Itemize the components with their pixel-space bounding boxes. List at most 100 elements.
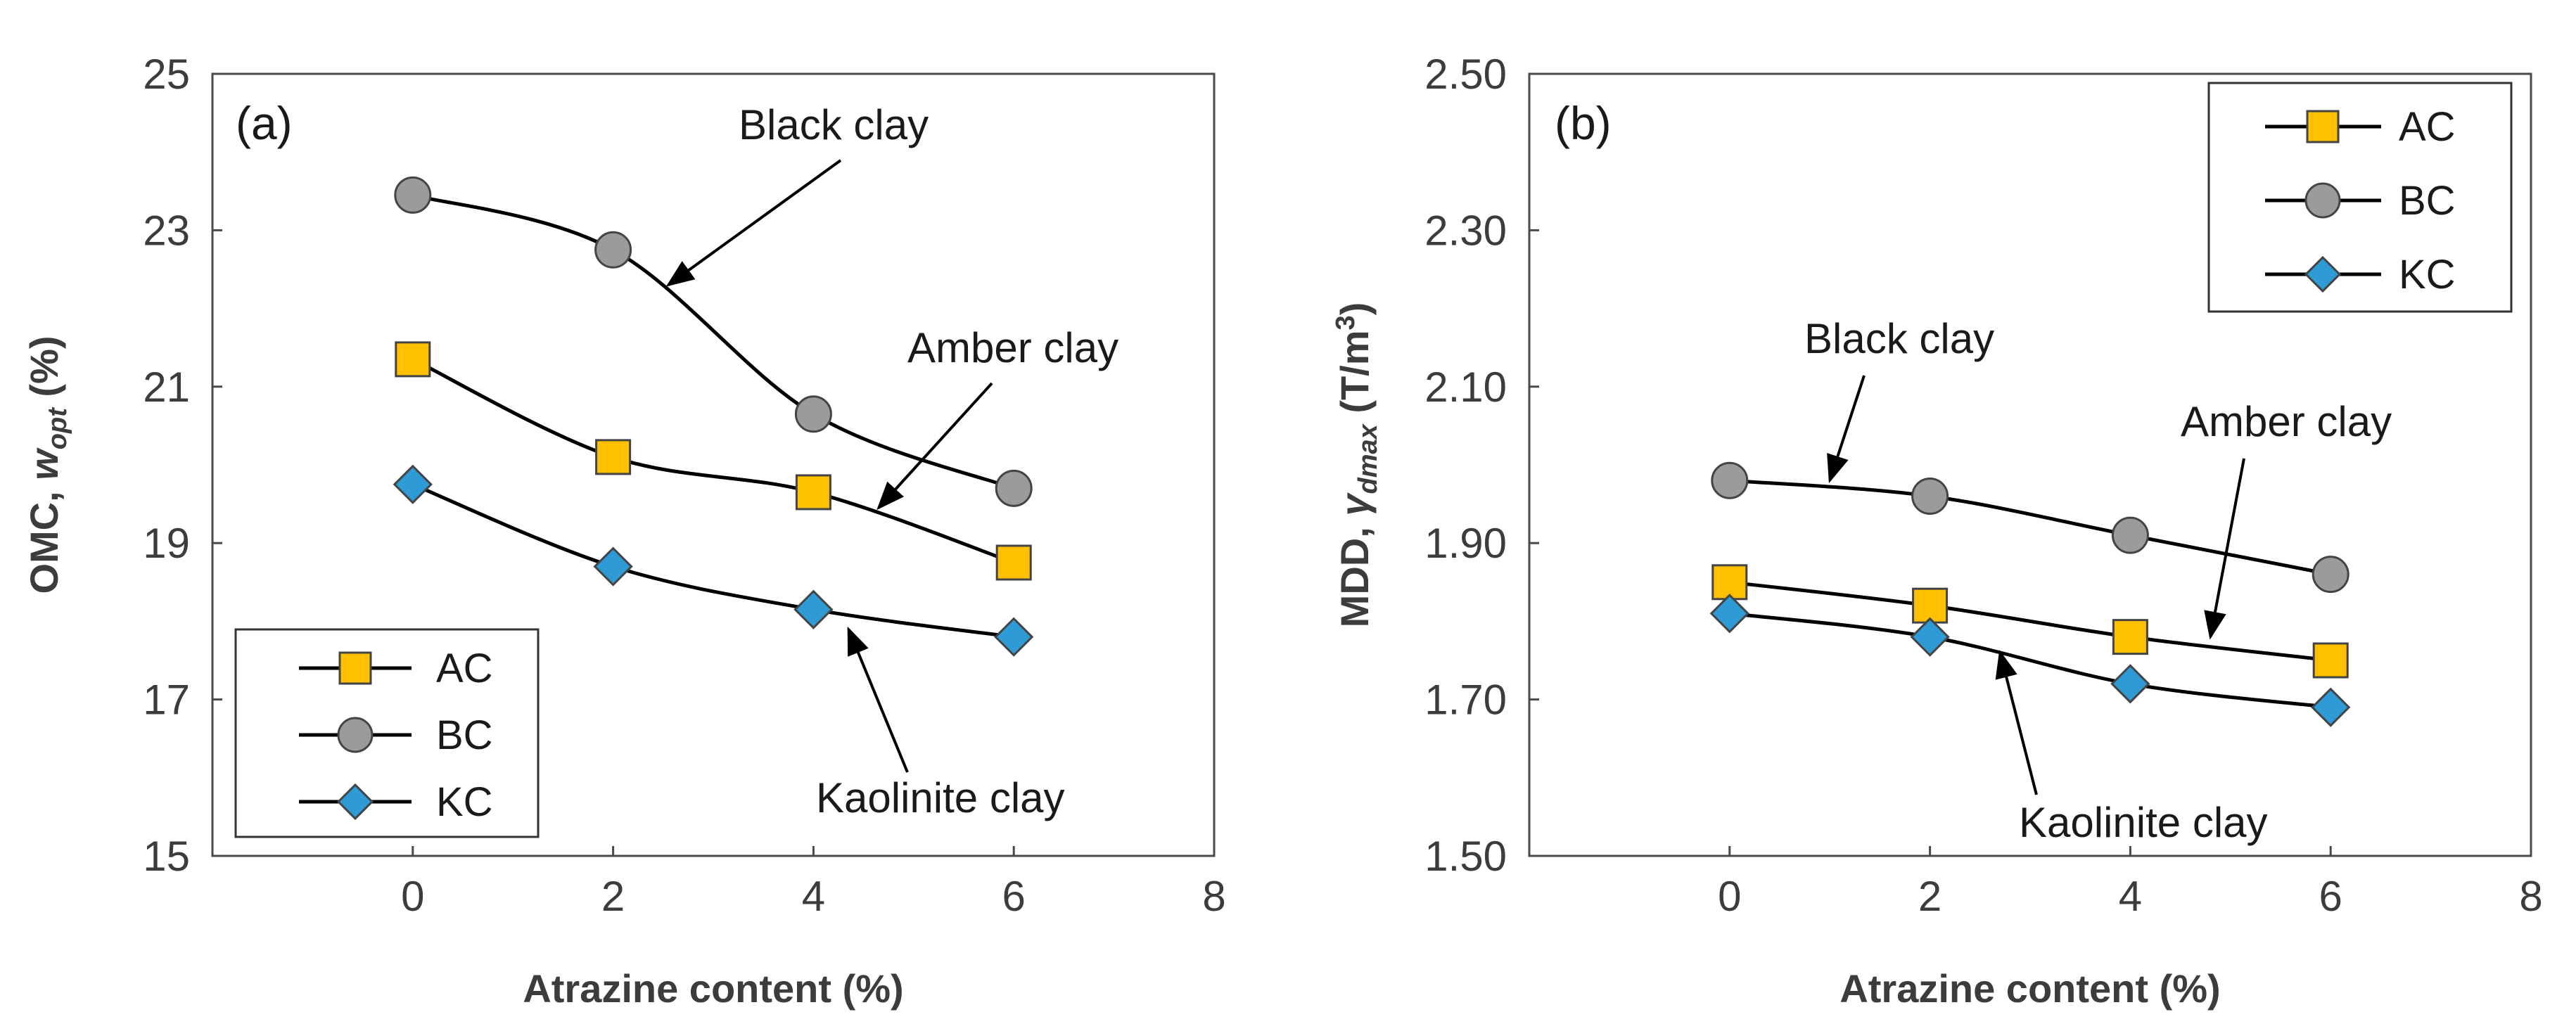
series-line-bc xyxy=(1729,478,2331,577)
x-axis-label-b: Atrazine content (%) xyxy=(1839,966,2220,1011)
y-axis-label-b-suffix: (T/m xyxy=(1332,330,1377,424)
plot-frame-b xyxy=(1528,72,2532,857)
y-tick-label: 1.50 xyxy=(1424,833,1507,880)
x-tick-label: 0 xyxy=(401,873,424,920)
annotation-arrow-kaolinite-clay-a xyxy=(847,626,909,773)
y-axis-label-b: MDD, γdmax (T/m3) xyxy=(1331,302,1383,628)
chart-b: 1.50 1.70 1.90 2.10 2.30 2.50 0 2 4 6 8 (b) Atraz… xyxy=(1331,51,2543,1011)
data-point-kc xyxy=(1709,594,1749,634)
x-tick-label: 2 xyxy=(1918,873,1941,920)
series-line-ac xyxy=(412,357,1015,565)
data-point-bc xyxy=(1711,461,1749,499)
legend-marker-kc-b xyxy=(2304,255,2342,293)
series-lines-a xyxy=(412,193,1015,639)
data-point-ac xyxy=(795,474,831,511)
legend-label-kc-b: KC xyxy=(2399,252,2456,297)
panel-label-b: (b) xyxy=(1555,97,1612,149)
y-axis-label-b-end: ) xyxy=(1332,302,1377,316)
legend-entry-kc-a: KC xyxy=(299,779,493,825)
series-lines-b xyxy=(1729,478,2331,710)
x-tick-label: 8 xyxy=(2519,873,2542,920)
x-tick-label: 2 xyxy=(601,873,625,920)
annotation-kaolinite-clay-b: Kaolinite clay xyxy=(2019,799,2268,846)
legend-marker-kc-a xyxy=(336,783,374,821)
legend-label-kc-a: KC xyxy=(436,779,493,825)
annotation-black-clay-b: Black clay xyxy=(1804,315,1994,362)
series-markers-b xyxy=(1709,461,2351,727)
chart-a: 15 17 19 21 23 25 0 2 4 6 8 (a) Atrazine content … xyxy=(22,51,1226,1011)
x-tick-label: 6 xyxy=(2319,873,2342,920)
legend-a: AC BC KC xyxy=(234,628,540,838)
x-axis-label-a: Atrazine content (%) xyxy=(523,966,903,1011)
annotation-arrow-black-clay-b xyxy=(1827,375,1866,484)
x-tick-label: 4 xyxy=(802,873,825,920)
data-point-kc xyxy=(593,546,633,587)
x-ticks-b: 0 2 4 6 8 xyxy=(1718,846,2543,920)
y-ticks-a: 15 17 19 21 23 25 xyxy=(143,51,222,880)
annotation-amber-clay-b: Amber clay xyxy=(2181,398,2392,445)
data-point-bc xyxy=(394,176,432,214)
y-tick-label: 19 xyxy=(143,520,190,567)
y-tick-label: 17 xyxy=(143,677,190,724)
y-tick-label: 21 xyxy=(143,364,190,411)
y-tick-label: 25 xyxy=(143,51,190,98)
data-point-ac xyxy=(395,341,431,378)
y-axis-label-b-prefix: MDD, xyxy=(1332,516,1377,628)
panel-label-a: (a) xyxy=(236,97,293,149)
y-axis-label-a-suffix: (%) xyxy=(22,335,66,408)
data-point-kc xyxy=(994,617,1034,657)
legend-entry-bc-b: BC xyxy=(2265,178,2456,224)
annotation-arrow-amber-clay-b xyxy=(2204,458,2245,640)
data-point-bc xyxy=(1911,477,1949,515)
y-tick-label: 23 xyxy=(143,207,190,254)
y-tick-label: 15 xyxy=(143,833,190,880)
data-point-kc xyxy=(2311,687,2351,727)
legend-b: AC BC KC xyxy=(2207,82,2513,313)
x-tick-label: 6 xyxy=(1002,873,1026,920)
legend-entry-ac-b: AC xyxy=(2265,104,2456,150)
data-point-bc xyxy=(2312,556,2349,594)
legend-label-bc-a: BC xyxy=(436,712,493,758)
data-point-kc xyxy=(793,589,834,629)
x-tick-label: 4 xyxy=(2119,873,2142,920)
legend-marker-ac-b xyxy=(2306,110,2340,143)
legend-label-ac-a: AC xyxy=(436,646,493,691)
legend-entry-bc-a: BC xyxy=(299,712,493,758)
data-point-bc xyxy=(794,395,832,433)
annotation-amber-clay-a: Amber clay xyxy=(907,324,1118,371)
y-axis-label-a-symbol: w xyxy=(22,447,66,480)
legend-label-ac-b: AC xyxy=(2399,104,2456,150)
legend-label-bc-b: BC xyxy=(2399,178,2456,224)
plot-frame-a xyxy=(211,72,1216,857)
data-point-kc xyxy=(1910,617,1950,657)
y-tick-label: 1.70 xyxy=(1424,677,1507,724)
legend-box-b xyxy=(2207,82,2513,313)
y-ticks-b: 1.50 1.70 1.90 2.10 2.30 2.50 xyxy=(1424,51,1539,880)
y-axis-label-a: OMC, wopt (%) xyxy=(22,335,72,594)
y-tick-label: 2.10 xyxy=(1424,364,1507,411)
y-tick-label: 1.90 xyxy=(1424,520,1507,567)
legend-entry-ac-a: AC xyxy=(299,646,493,691)
data-point-kc xyxy=(393,464,433,504)
y-axis-label-a-prefix: OMC, xyxy=(22,480,66,594)
y-tick-label: 2.50 xyxy=(1424,51,1507,98)
legend-marker-ac-a xyxy=(338,651,372,685)
legend-marker-bc-b xyxy=(2304,182,2341,219)
data-point-ac xyxy=(2312,642,2349,679)
data-point-ac xyxy=(995,544,1032,581)
series-line-ac xyxy=(1729,580,2331,662)
data-point-bc xyxy=(995,469,1033,507)
annotation-arrow-kaolinite-clay-b xyxy=(1995,650,2038,795)
data-point-bc xyxy=(2111,516,2149,554)
x-tick-label: 8 xyxy=(1202,873,1225,920)
legend-marker-bc-a xyxy=(337,717,374,753)
data-point-ac xyxy=(2112,619,2148,655)
y-axis-label-b-symbol: γ xyxy=(1332,492,1377,516)
annotation-arrow-amber-clay-a xyxy=(876,382,993,511)
annotation-kaolinite-clay-a: Kaolinite clay xyxy=(816,774,1065,821)
data-point-ac xyxy=(1912,587,1949,624)
series-line-kc xyxy=(412,482,1014,639)
x-ticks-a: 0 2 4 6 8 xyxy=(401,846,1226,920)
y-axis-label-b-subscript: dmax xyxy=(1353,423,1383,494)
x-tick-label: 0 xyxy=(1718,873,1741,920)
